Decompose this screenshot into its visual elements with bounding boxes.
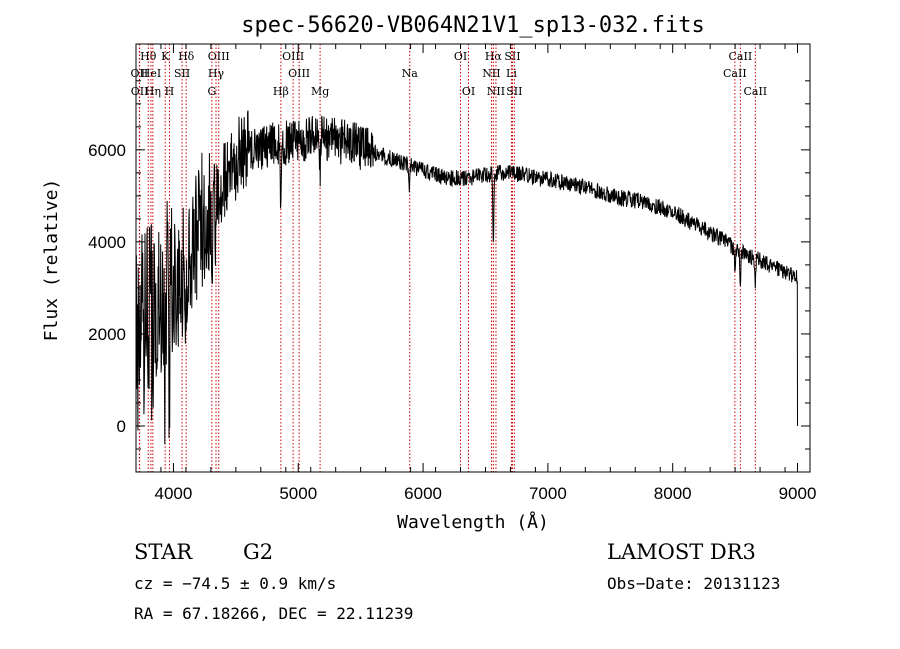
coordinates-text: RA = 67.18266, DEC = 22.11239 <box>134 604 413 623</box>
spectral-line-label: SII <box>504 50 520 63</box>
x-tick-label: 9000 <box>779 484 817 503</box>
y-axis-label: Flux (relative) <box>41 179 62 342</box>
x-tick-label: 6000 <box>404 484 442 503</box>
survey-label: LAMOST DR3 <box>607 540 756 564</box>
spectral-line-label: CaII <box>729 50 753 63</box>
y-tick-label: 4000 <box>88 233 126 252</box>
spectral-line-label: OIII <box>208 50 230 63</box>
spectral-line-label: Hθ <box>140 50 157 63</box>
spectral-line-label: HeI <box>141 67 161 80</box>
spectral-line-label: H <box>165 85 175 98</box>
plot-frame <box>135 43 811 473</box>
x-tick-label: 4000 <box>155 484 193 503</box>
spectral-line-label: Hβ <box>273 85 289 98</box>
spectral-line-label: Hα <box>485 50 503 63</box>
object-class: STAR <box>134 540 193 564</box>
x-tick-label: 8000 <box>654 484 692 503</box>
spectral-line-label: Hη <box>145 85 161 98</box>
spectral-line-label: Hδ <box>178 50 195 63</box>
y-tick-label: 2000 <box>88 325 126 344</box>
chart-title: spec-56620-VB064N21V1_sp13-032.fits <box>241 13 705 38</box>
spectral-line-label: OI <box>462 85 475 98</box>
spectrum-series-line <box>135 110 798 445</box>
obs-date-text: Obs−Date: 20131123 <box>607 574 780 593</box>
spectral-line-label: Hγ <box>208 67 225 80</box>
spectral-line-label: NII <box>482 67 500 80</box>
spectral-line-label: Mg <box>311 85 329 98</box>
spectral-line-label: SII <box>174 67 190 80</box>
x-axis-label: Wavelength (Å) <box>397 511 549 533</box>
spectral-line-label: OIII <box>288 67 310 80</box>
spectral-line-label: CaII <box>743 85 767 98</box>
x-tick-label: 5000 <box>279 484 317 503</box>
spectral-line-label: NII <box>487 85 505 98</box>
spectral-line-label: OIII <box>282 50 304 63</box>
spectral-line-label: CaII <box>723 67 747 80</box>
spectral-line-label: Na <box>402 67 419 80</box>
y-tick-label: 6000 <box>88 141 126 160</box>
spectral-line-label: OI <box>454 50 467 63</box>
x-tick-label: 7000 <box>529 484 567 503</box>
y-tick-label: 0 <box>117 417 126 436</box>
spectral-line-label: K <box>161 50 170 63</box>
object-subclass: G2 <box>243 540 273 564</box>
spectral-line-label: G <box>207 85 216 98</box>
redshift-text: cz = −74.5 ± 0.9 km/s <box>134 574 336 593</box>
spectral-line-label: OII <box>131 85 149 98</box>
spectral-line-label: SII <box>506 85 522 98</box>
spectral-line-label: Li <box>506 67 517 80</box>
axis-ticks: 4000 5000 6000 7000 8000 9000 0 2000 4000 6000 <box>88 44 816 503</box>
